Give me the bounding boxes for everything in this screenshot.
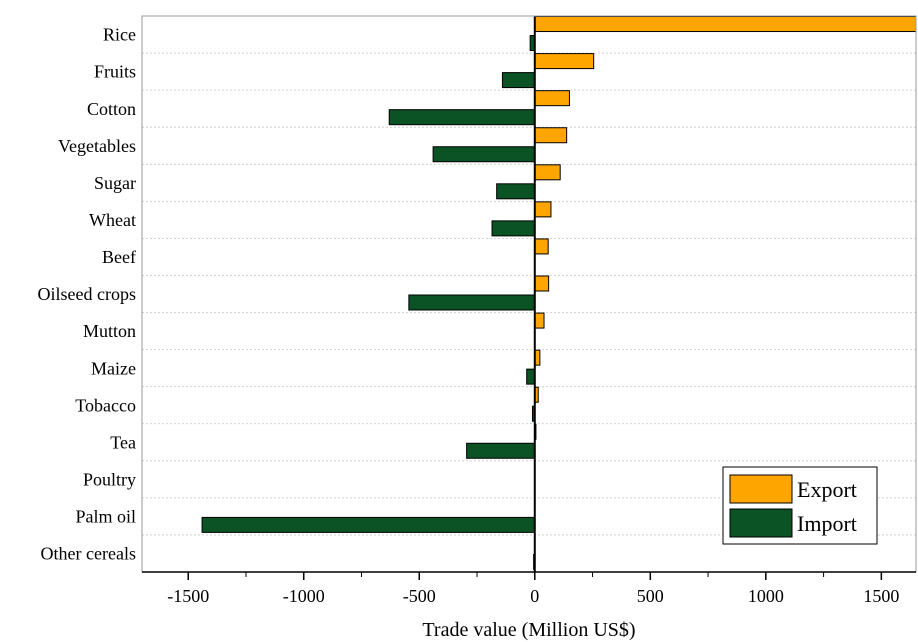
category-label-beef: Beef bbox=[102, 247, 136, 267]
legend-swatch-export bbox=[729, 474, 793, 504]
category-label-tea: Tea bbox=[110, 432, 136, 452]
category-label-maize: Maize bbox=[91, 358, 136, 378]
export-bar-mutton bbox=[534, 312, 545, 329]
import-bar-fruits bbox=[501, 72, 536, 89]
export-bar-oilseed-crops bbox=[534, 275, 550, 292]
category-label-sugar: Sugar bbox=[94, 173, 136, 193]
legend-swatch-import bbox=[729, 508, 793, 538]
category-label-oilseed-crops: Oilseed crops bbox=[38, 284, 136, 304]
export-bar-fruits bbox=[534, 53, 595, 70]
import-bar-palm-oil bbox=[201, 516, 536, 533]
category-label-cotton: Cotton bbox=[87, 99, 136, 119]
category-label-fruits: Fruits bbox=[94, 62, 136, 82]
import-bar-maize bbox=[526, 368, 536, 385]
export-bar-wheat bbox=[534, 201, 552, 218]
category-label-other-cereals: Other cereals bbox=[41, 544, 136, 564]
x-tick-label: -1500 bbox=[167, 586, 209, 606]
export-bar-vegetables bbox=[534, 127, 568, 144]
import-bar-vegetables bbox=[432, 146, 536, 163]
x-axis-ticks: -1500 -1000 -500 0 500 1000 1500 bbox=[167, 572, 899, 606]
x-tick-label: -500 bbox=[403, 586, 436, 606]
category-label-poultry: Poultry bbox=[83, 469, 136, 489]
import-bar-sugar bbox=[496, 183, 536, 200]
category-label-rice: Rice bbox=[103, 25, 136, 45]
grid-lines bbox=[142, 52, 916, 536]
x-tick-label: 1000 bbox=[748, 586, 784, 606]
import-bar-oilseed-crops bbox=[408, 294, 536, 311]
category-label-wheat: Wheat bbox=[89, 210, 136, 230]
legend-label-import: Import bbox=[797, 511, 857, 536]
export-bar-beef bbox=[534, 238, 549, 255]
x-tick-label: 500 bbox=[637, 586, 664, 606]
export-bar-cotton bbox=[534, 90, 570, 107]
category-label-vegetables: Vegetables bbox=[58, 136, 136, 156]
category-label-palm-oil: Palm oil bbox=[75, 507, 136, 527]
legend: Export Import bbox=[722, 466, 878, 545]
x-tick-label: 0 bbox=[530, 586, 539, 606]
category-label-mutton: Mutton bbox=[83, 321, 136, 341]
category-labels: Rice Fruits Cotton Vegetables Sugar Wheat Beef… bbox=[38, 25, 136, 564]
export-bar-rice bbox=[534, 16, 917, 33]
legend-label-export: Export bbox=[797, 477, 857, 502]
import-bar-wheat bbox=[491, 220, 536, 237]
x-tick-label: 1500 bbox=[863, 586, 899, 606]
category-label-tobacco: Tobacco bbox=[75, 395, 136, 415]
import-bar-cotton bbox=[388, 109, 536, 126]
import-bar-tea bbox=[466, 442, 536, 459]
x-tick-label: -1000 bbox=[283, 586, 325, 606]
x-axis-title: Trade value (Million US$) bbox=[422, 619, 635, 641]
export-bar-sugar bbox=[534, 164, 561, 181]
